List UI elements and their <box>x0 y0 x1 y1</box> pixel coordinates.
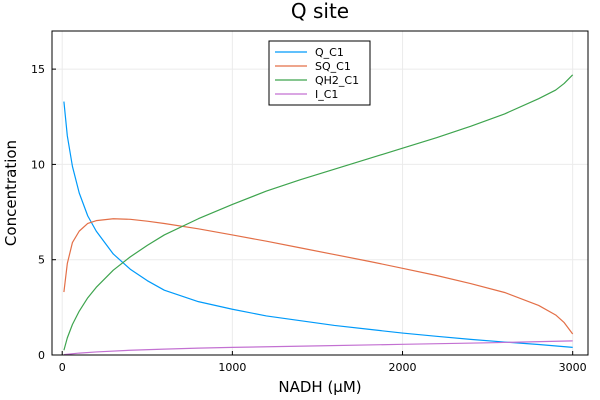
series-line-sq-c1 <box>63 218 574 335</box>
series-line-q-c1 <box>63 101 573 348</box>
y-axis-label: Concentration <box>2 140 20 246</box>
legend-label: QH2_C1 <box>315 74 359 87</box>
y-tick-label: 15 <box>31 63 45 76</box>
x-tick-label: 3000 <box>559 361 587 374</box>
legend-label: Q_C1 <box>315 46 344 59</box>
series-line-i-c1 <box>63 340 573 356</box>
y-tick-label: 0 <box>38 349 45 362</box>
x-tick-label: 1000 <box>218 361 246 374</box>
legend-label: I_C1 <box>315 88 338 101</box>
x-tick-label: 0 <box>59 361 66 374</box>
y-tick-label: 10 <box>31 158 45 171</box>
plot-frame <box>51 30 589 356</box>
chart-title: Q site <box>291 0 349 23</box>
tick-labels: 0 1000 2000 3000 0 5 10 15 <box>31 63 587 374</box>
x-tick-label: 2000 <box>389 361 417 374</box>
y-tick-label: 5 <box>38 254 45 267</box>
x-axis-label: NADH (μM) <box>278 378 361 396</box>
legend-label: SQ_C1 <box>315 60 351 73</box>
series-layer <box>63 74 574 356</box>
series-line-qh2-c1 <box>63 74 574 351</box>
